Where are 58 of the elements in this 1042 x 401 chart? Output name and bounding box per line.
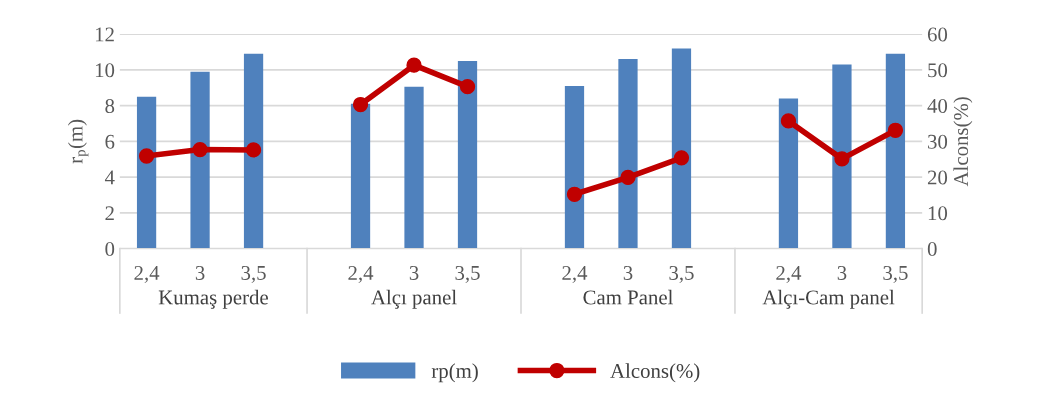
y2-tick-label: 0: [927, 241, 937, 257]
point: [780, 113, 797, 129]
point: [245, 142, 262, 158]
x-tick-label: 3,5: [883, 265, 908, 283]
y2-tick-label: 40: [927, 98, 948, 114]
y-tick-label: 12: [95, 27, 114, 42]
y-axis-title: r$_{p}$(m): [67, 119, 89, 164]
y-tick-label: 6: [105, 134, 115, 149]
bar: [190, 71, 210, 249]
legend-label: Alcons(%): [610, 363, 700, 383]
text: Cam Panel: [583, 289, 673, 305]
text: Alçı panel: [371, 289, 457, 309]
text: Kumaş perde: [158, 289, 268, 309]
bar: [404, 86, 424, 249]
x-tick-label: 3: [195, 265, 205, 280]
y-tick-label: 8: [105, 98, 115, 114]
bar: [243, 53, 264, 249]
x-tick-label: 3,5: [669, 265, 694, 283]
x-tick-label: 3: [409, 265, 419, 280]
point: [459, 79, 476, 95]
point: [406, 57, 422, 73]
y-tick-label: 4: [104, 170, 115, 185]
point: [834, 151, 850, 167]
point: [673, 150, 690, 166]
point: [566, 186, 583, 202]
point: [192, 141, 208, 158]
y-tick-label: 0: [105, 241, 115, 257]
x-tick-label: 2,4: [134, 265, 160, 283]
point: [352, 96, 369, 113]
bar: [832, 64, 852, 249]
y2-tick-label: 50: [928, 63, 948, 78]
legend-label: rp(m): [431, 363, 478, 383]
text: Alçı-Cam panel: [762, 289, 895, 309]
point: [620, 169, 636, 186]
bar: [564, 85, 585, 249]
y2-tick-label: 10: [928, 206, 948, 221]
x-tick-label: 2,4: [776, 265, 802, 283]
y2-tick-label: 30: [928, 134, 948, 149]
y2-axis-title: Alcons(%): [953, 97, 973, 187]
y2-tick-label: 60: [927, 27, 948, 42]
bar: [457, 60, 478, 249]
y-tick-label: 10: [95, 63, 115, 78]
x-tick-label: 3,5: [455, 265, 480, 283]
x-tick-label: 2,4: [562, 265, 588, 283]
bar: [671, 48, 692, 249]
x-tick-label: 3: [623, 265, 633, 280]
point: [138, 148, 155, 164]
x-tick-label: 3,5: [241, 265, 266, 283]
bar: [778, 98, 799, 249]
bar: [885, 53, 906, 249]
x-tick-label: 2,4: [348, 265, 374, 283]
bar: [350, 103, 371, 249]
y2-tick-label: 20: [927, 170, 948, 185]
bar: [618, 59, 638, 249]
point: [887, 122, 904, 138]
bar: [136, 96, 157, 249]
y-tick-label: 2: [105, 206, 114, 221]
x-tick-label: 3: [837, 265, 847, 280]
